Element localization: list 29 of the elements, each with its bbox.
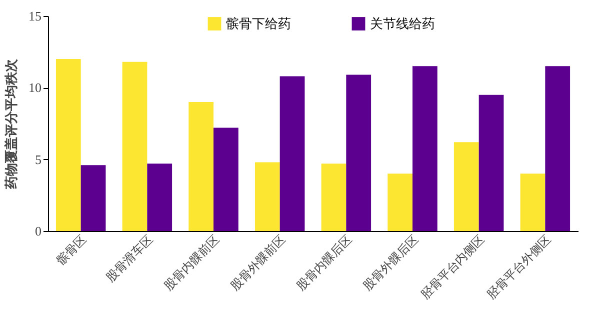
bar bbox=[545, 66, 570, 231]
y-axis-title: 药物覆盖评分平均秩次 bbox=[4, 58, 20, 190]
y-tick-label: 0 bbox=[35, 224, 42, 238]
bar bbox=[520, 174, 546, 231]
y-tick-label: 15 bbox=[28, 8, 42, 24]
x-tick-label: 股骨内髁前区 bbox=[161, 232, 222, 293]
legend-label: 关节线给药 bbox=[370, 16, 435, 32]
bar bbox=[454, 142, 479, 231]
bar bbox=[214, 128, 238, 231]
y-tick-label: 5 bbox=[35, 152, 42, 167]
bar bbox=[254, 162, 280, 231]
legend-label: 髌骨下给药 bbox=[226, 16, 291, 32]
bar bbox=[412, 66, 438, 231]
bar bbox=[321, 164, 346, 231]
bar bbox=[80, 165, 106, 231]
bar bbox=[346, 74, 372, 231]
bar bbox=[388, 174, 412, 231]
bar bbox=[280, 76, 305, 231]
y-tick-label: 10 bbox=[28, 80, 42, 96]
bar bbox=[478, 94, 504, 231]
x-tick-label: 股骨内髁后区 bbox=[294, 232, 355, 293]
bar bbox=[122, 62, 148, 231]
bar bbox=[56, 59, 81, 231]
bar bbox=[188, 102, 214, 231]
x-tick-label: 股骨外髁前区 bbox=[228, 232, 288, 293]
x-tick-label: 股骨外髁后区 bbox=[360, 232, 421, 293]
x-tick-label: 股骨滑车区 bbox=[103, 232, 156, 284]
x-tick-label: 髌骨区 bbox=[54, 232, 90, 268]
bar bbox=[147, 164, 172, 231]
